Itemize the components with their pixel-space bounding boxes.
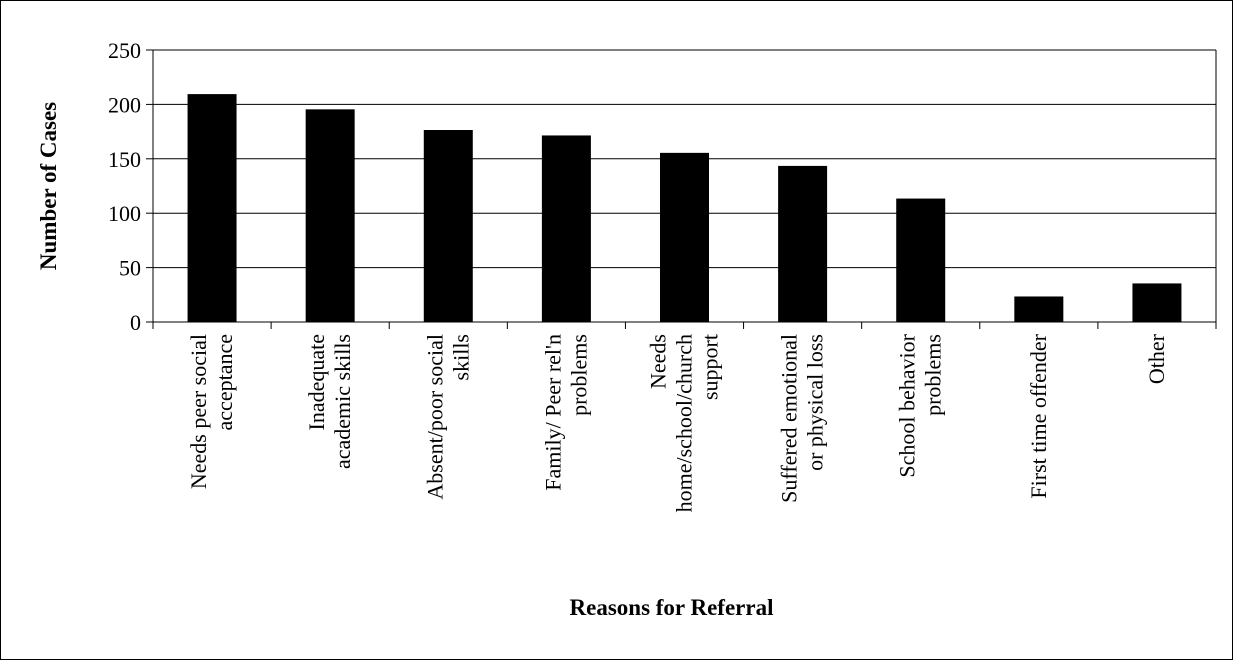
x-category-label: Family/ Peer rel'nproblems bbox=[540, 334, 591, 491]
bar bbox=[305, 109, 355, 323]
x-category-text: Inadequateacademic skills bbox=[304, 334, 355, 469]
x-category-label: School behaviorproblems bbox=[895, 333, 946, 477]
y-tick-labels: 0 50 100 150 200 250 bbox=[108, 38, 141, 335]
bar bbox=[1014, 296, 1064, 323]
x-category-line: Needs peer social bbox=[186, 334, 211, 489]
y-tick-label: 150 bbox=[108, 147, 141, 172]
y-tick-label: 200 bbox=[108, 92, 141, 117]
bar bbox=[660, 152, 709, 323]
x-category-line: Needs bbox=[646, 334, 671, 389]
bar bbox=[187, 94, 237, 323]
x-category-line: Family/ Peer rel'n bbox=[540, 334, 565, 491]
x-category-line: School behavior bbox=[895, 333, 920, 477]
x-category-line: acceptance bbox=[212, 334, 237, 430]
y-tick-label: 250 bbox=[108, 38, 141, 63]
bar bbox=[541, 135, 591, 323]
x-axis-title: Reasons for Referral bbox=[570, 595, 774, 620]
bars bbox=[187, 94, 1182, 323]
x-category-text: Needshome/school/churchsupport bbox=[646, 334, 723, 512]
x-category-text: School behaviorproblems bbox=[895, 333, 946, 477]
x-category-line: Inadequate bbox=[304, 334, 329, 431]
y-tick-label: 100 bbox=[108, 201, 141, 226]
x-category-text: Suffered emotionalor physical loss bbox=[777, 334, 828, 503]
x-category-label: Other bbox=[1144, 333, 1169, 384]
x-category-label: Inadequateacademic skills bbox=[304, 334, 355, 469]
x-category-text: First time offender bbox=[1026, 333, 1051, 498]
x-category-line: problems bbox=[921, 334, 946, 416]
x-category-line: or physical loss bbox=[803, 334, 828, 471]
x-category-line: academic skills bbox=[330, 334, 355, 469]
x-category-line: skills bbox=[448, 334, 473, 380]
y-tick-label: 50 bbox=[119, 256, 141, 281]
x-category-line: home/school/church bbox=[672, 334, 697, 512]
x-category-line: support bbox=[698, 334, 723, 400]
x-category-label: Absent/poor socialskills bbox=[422, 334, 473, 500]
x-category-label: Needshome/school/churchsupport bbox=[646, 334, 723, 512]
x-category-text: Family/ Peer rel'nproblems bbox=[540, 334, 591, 491]
x-category-text: Other bbox=[1144, 333, 1169, 384]
x-category-line: Other bbox=[1144, 333, 1169, 384]
x-category-labels: Needs peer socialacceptance Inadequateaca… bbox=[186, 333, 1169, 512]
axes bbox=[152, 50, 1216, 323]
x-category-text: Absent/poor socialskills bbox=[422, 334, 473, 500]
y-tick-label: 0 bbox=[130, 310, 141, 335]
bar bbox=[1132, 283, 1182, 323]
y-axis-title: Number of Cases bbox=[36, 102, 61, 270]
x-category-line: problems bbox=[566, 334, 591, 416]
x-category-line: Absent/poor social bbox=[422, 334, 447, 500]
bar bbox=[896, 198, 946, 323]
x-category-text: Needs peer socialacceptance bbox=[186, 334, 237, 489]
x-category-label: Needs peer socialacceptance bbox=[186, 334, 237, 489]
x-category-label: Suffered emotionalor physical loss bbox=[777, 334, 828, 503]
x-category-line: Suffered emotional bbox=[777, 334, 802, 503]
bar bbox=[778, 165, 828, 323]
x-category-label: First time offender bbox=[1026, 333, 1051, 498]
x-category-line: First time offender bbox=[1026, 333, 1051, 498]
bar bbox=[423, 130, 473, 323]
